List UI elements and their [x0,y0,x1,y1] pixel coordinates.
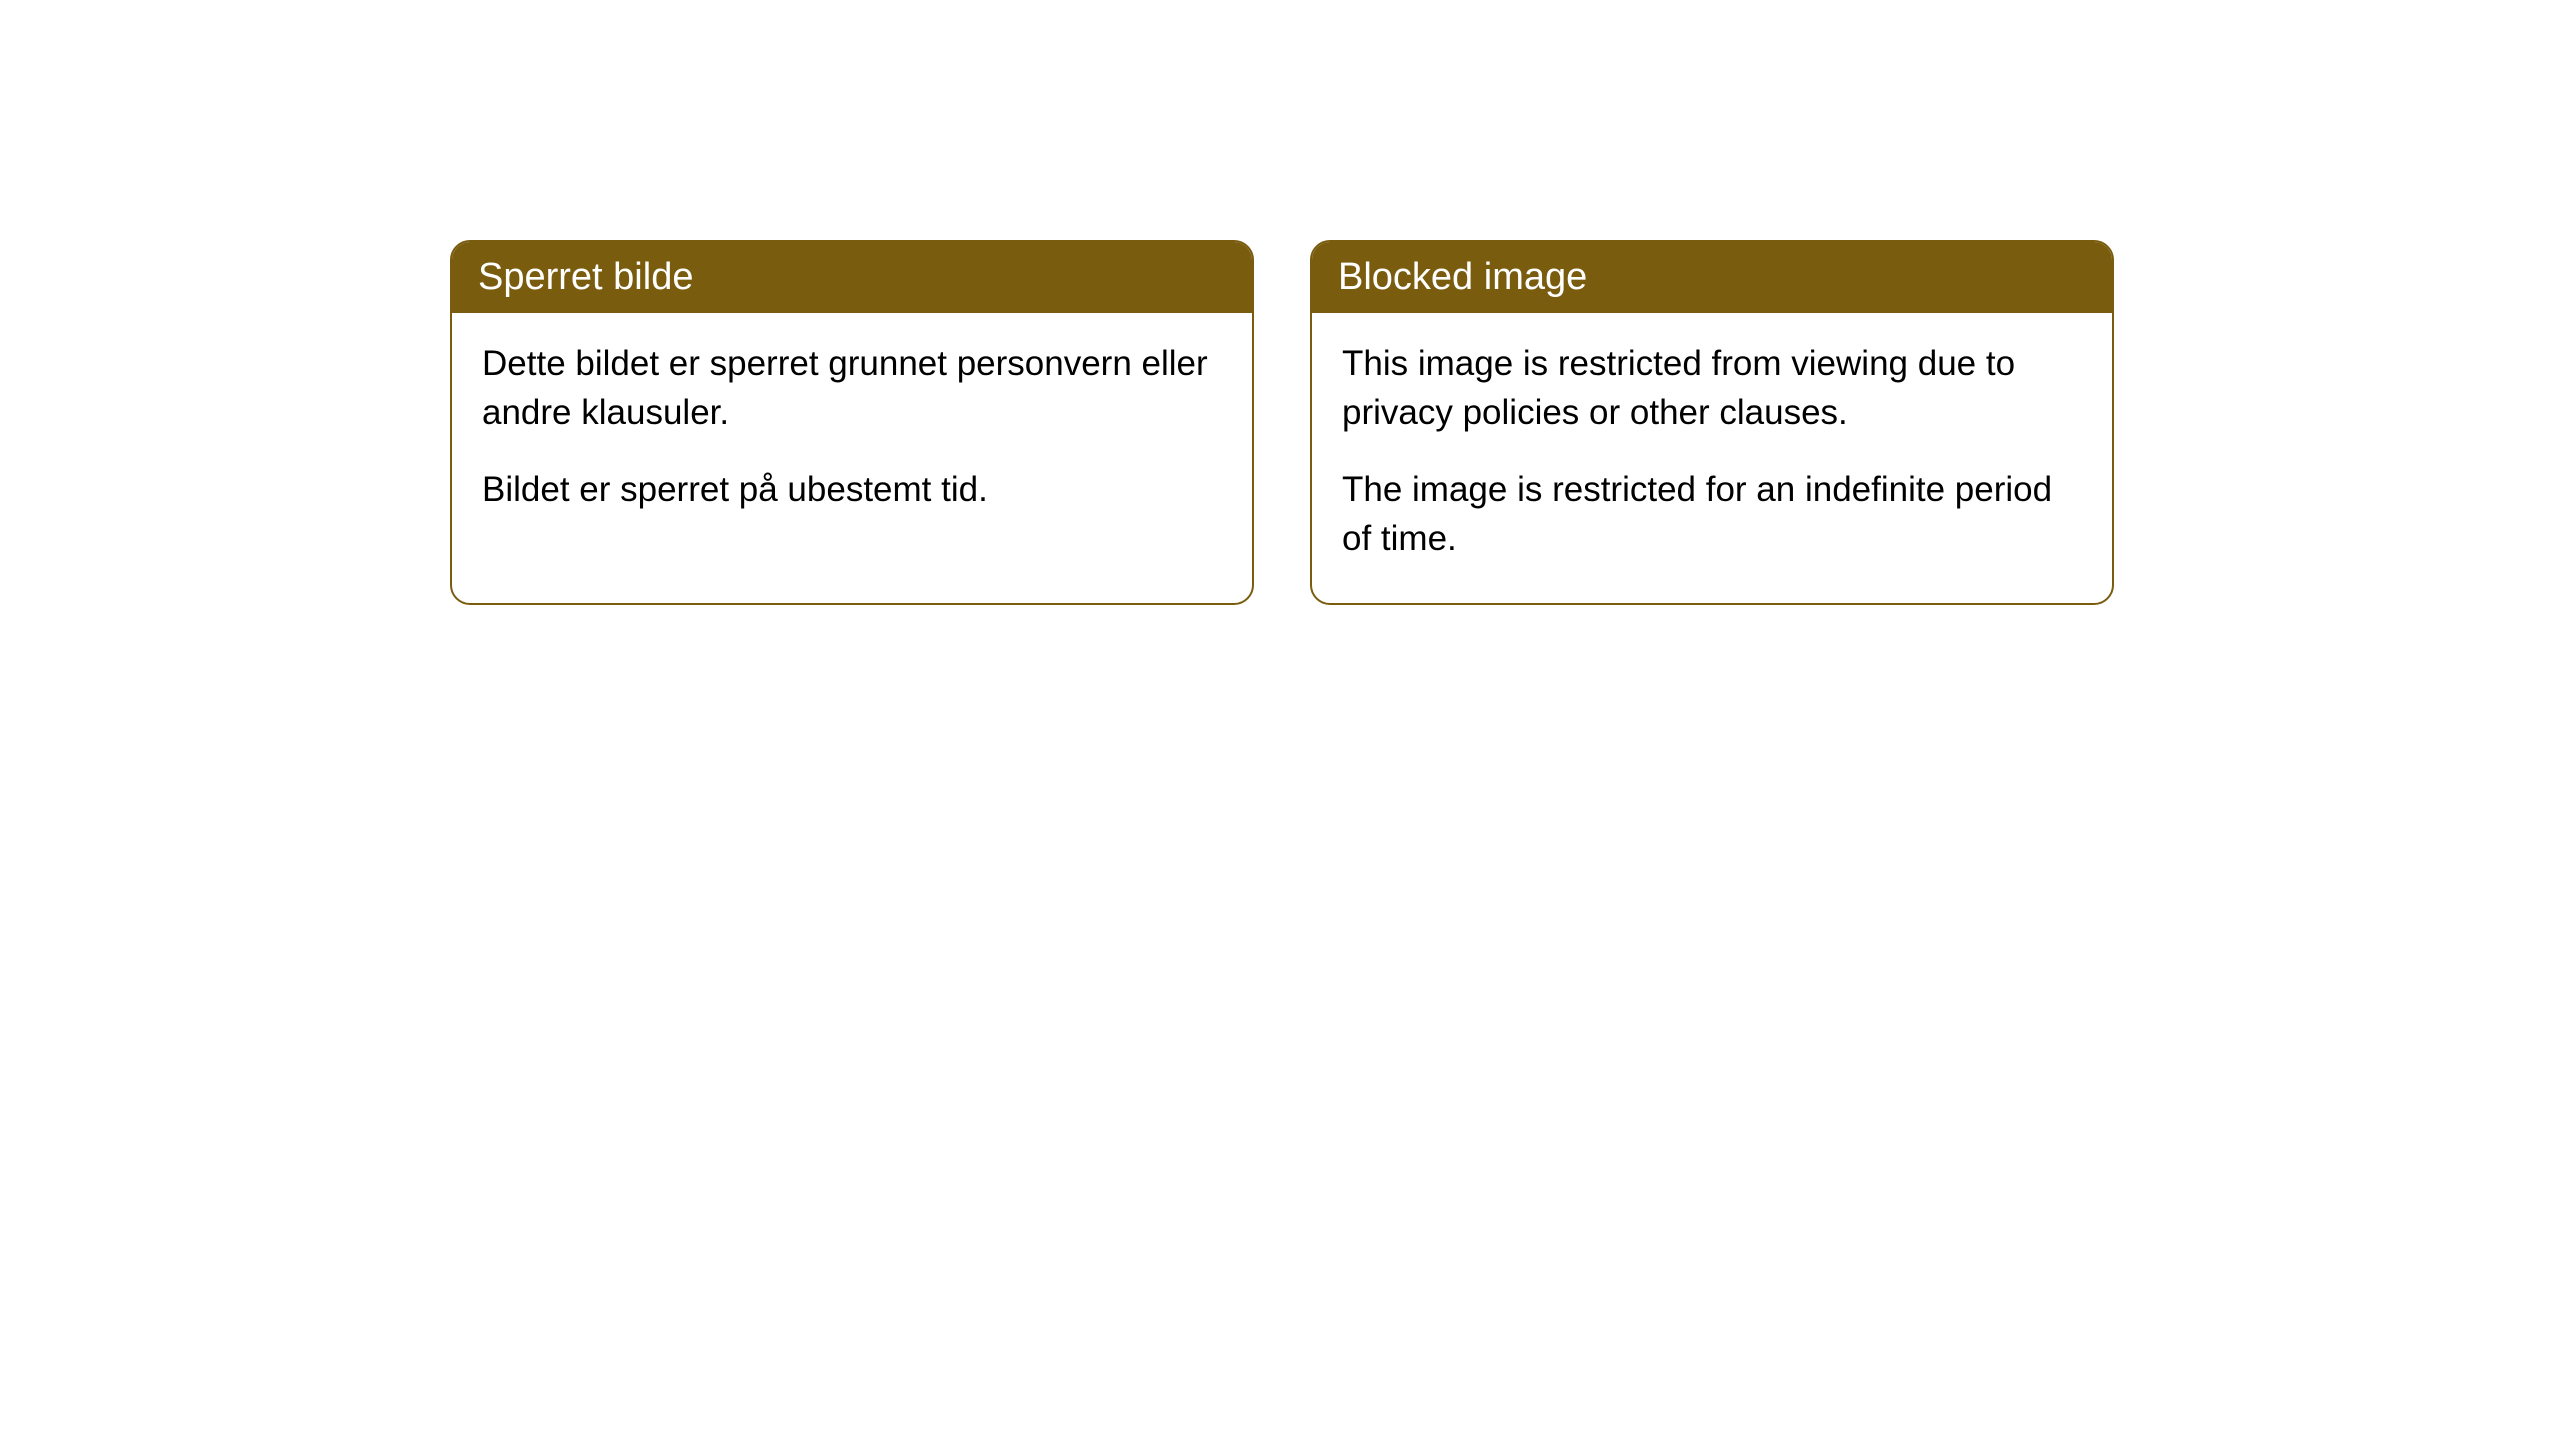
blocked-image-card-norwegian: Sperret bilde Dette bildet er sperret gr… [450,240,1254,605]
card-paragraph: The image is restricted for an indefinit… [1342,465,2082,563]
card-body: Dette bildet er sperret grunnet personve… [452,313,1252,554]
card-paragraph: Bildet er sperret på ubestemt tid. [482,465,1222,514]
card-body: This image is restricted from viewing du… [1312,313,2112,603]
blocked-image-card-english: Blocked image This image is restricted f… [1310,240,2114,605]
card-title: Blocked image [1338,256,1587,298]
card-title: Sperret bilde [478,256,693,298]
card-paragraph: Dette bildet er sperret grunnet personve… [482,339,1222,437]
card-paragraph: This image is restricted from viewing du… [1342,339,2082,437]
card-header: Blocked image [1312,242,2112,313]
card-header: Sperret bilde [452,242,1252,313]
cards-container: Sperret bilde Dette bildet er sperret gr… [450,240,2114,605]
